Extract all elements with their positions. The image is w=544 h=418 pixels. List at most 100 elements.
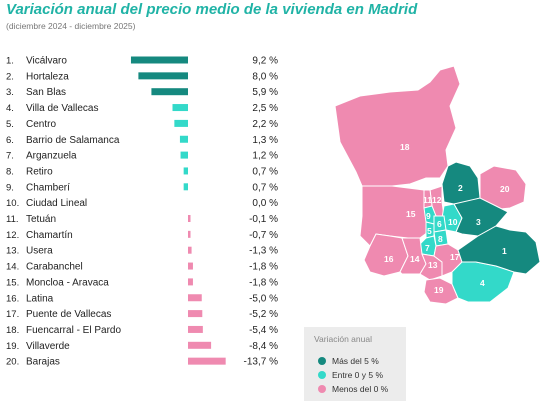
category-label: Puente de Vallecas [26, 309, 111, 320]
rank-label: 1. [6, 56, 14, 67]
value-label: 2,2 % [252, 119, 278, 130]
bar [188, 230, 191, 238]
legend-dot-high [318, 357, 326, 365]
category-label: Chamartín [26, 230, 73, 241]
rank-label: 6. [6, 135, 14, 146]
legend-item-mid: Entre 0 y 5 % [318, 369, 383, 381]
district-label-15: 15 [406, 209, 416, 219]
value-label: 9,2 % [252, 56, 278, 67]
category-label: Arganzuela [26, 151, 77, 162]
rank-label: 9. [6, 182, 14, 193]
bar [188, 325, 203, 333]
bar [174, 119, 188, 127]
legend-item-neg: Menos del 0 % [318, 383, 388, 395]
rank-label: 13. [6, 246, 19, 257]
rank-label: 4. [6, 103, 14, 114]
category-label: San Blas [26, 87, 66, 98]
district-1 [457, 225, 541, 275]
rank-label: 2. [6, 71, 14, 82]
value-label: 0,7 % [252, 182, 278, 193]
rank-label: 12. [6, 230, 19, 241]
chart-subtitle: (diciembre 2024 - diciembre 2025) [6, 21, 136, 31]
category-label: Retiro [26, 166, 53, 177]
chart-title: Variación anual del precio medio de la v… [6, 1, 418, 18]
value-label: 8,0 % [252, 71, 278, 82]
bar [183, 167, 188, 175]
category-label: Ciudad Lineal [26, 198, 87, 209]
bar [183, 183, 188, 191]
district-map: 18 2 20 15 12 11 9 10 3 5 6 8 7 16 14 13… [334, 66, 541, 305]
category-label: Villaverde [26, 341, 70, 352]
bar [188, 341, 212, 349]
value-label: -1,8 % [249, 277, 278, 288]
bar [188, 215, 191, 222]
category-label: Moncloa - Aravaca [26, 277, 109, 288]
category-label: Barrio de Salamanca [26, 135, 120, 146]
category-label: Villa de Vallecas [26, 103, 98, 114]
rank-label: 19. [6, 341, 19, 352]
rank-label: 7. [6, 151, 14, 162]
value-label: -5,4 % [249, 325, 278, 336]
district-label-5: 5 [427, 226, 432, 236]
district-label-17: 17 [450, 252, 460, 262]
value-label: -8,4 % [249, 341, 278, 352]
bar [138, 72, 188, 80]
bar [130, 56, 188, 64]
legend-label-high: Más del 5 % [332, 356, 379, 366]
district-label-13: 13 [428, 260, 438, 270]
value-label: -1,8 % [249, 262, 278, 273]
rank-label: 14. [6, 262, 19, 273]
legend-item-high: Más del 5 % [318, 355, 379, 367]
bar [188, 262, 193, 270]
rank-label: 16. [6, 293, 19, 304]
rank-label: 18. [6, 325, 19, 336]
rank-label: 15. [6, 277, 19, 288]
legend-label-neg: Menos del 0 % [332, 384, 389, 394]
value-label: -5,0 % [249, 293, 278, 304]
legend-title: Variación anual [314, 334, 372, 344]
legend-dot-mid [318, 371, 326, 379]
legend-label-mid: Entre 0 y 5 % [332, 370, 384, 380]
district-label-20: 20 [500, 184, 510, 194]
bar [188, 310, 203, 318]
value-label: -13,7 % [244, 357, 279, 368]
category-label: Centro [26, 119, 56, 130]
rank-label: 11. [6, 214, 19, 225]
category-label: Chamberí [26, 182, 70, 193]
category-label: Tetuán [26, 214, 56, 225]
category-label: Vicálvaro [26, 56, 67, 67]
district-label-1: 1 [502, 246, 507, 256]
rank-label: 3. [6, 87, 14, 98]
bar [179, 135, 188, 143]
district-label-3: 3 [476, 217, 481, 227]
value-label: -5,2 % [249, 309, 278, 320]
bar-chart: 1. Vicálvaro 9,2 % 2. Hortaleza 8,0 % 3. San Bl… [6, 56, 279, 368]
rank-label: 17. [6, 309, 19, 320]
district-label-8: 8 [438, 234, 443, 244]
value-label: -0,1 % [249, 214, 278, 225]
value-label: 0,7 % [252, 166, 278, 177]
bar [188, 278, 193, 286]
legend: Variación anual Más del 5 % Entre 0 y 5 … [304, 327, 406, 401]
district-label-14: 14 [410, 254, 420, 264]
legend-dot-neg [318, 385, 326, 393]
value-label: 2,5 % [252, 103, 278, 114]
district-label-7: 7 [425, 243, 430, 253]
bar [180, 151, 188, 159]
category-label: Fuencarral - El Pardo [26, 325, 121, 336]
rank-label: 8. [6, 166, 14, 177]
bar [188, 246, 192, 254]
bar [188, 294, 202, 302]
district-label-11: 11 [423, 195, 432, 205]
rank-label: 10. [6, 198, 19, 209]
category-label: Latina [26, 293, 54, 304]
category-label: Barajas [26, 357, 60, 368]
rank-label: 5. [6, 119, 14, 130]
value-label: 5,9 % [252, 87, 278, 98]
bar [172, 104, 188, 112]
value-label: -1,3 % [249, 246, 278, 257]
district-label-4: 4 [480, 278, 485, 288]
district-label-18: 18 [400, 142, 410, 152]
district-label-16: 16 [384, 254, 394, 264]
district-label-6: 6 [437, 219, 442, 229]
